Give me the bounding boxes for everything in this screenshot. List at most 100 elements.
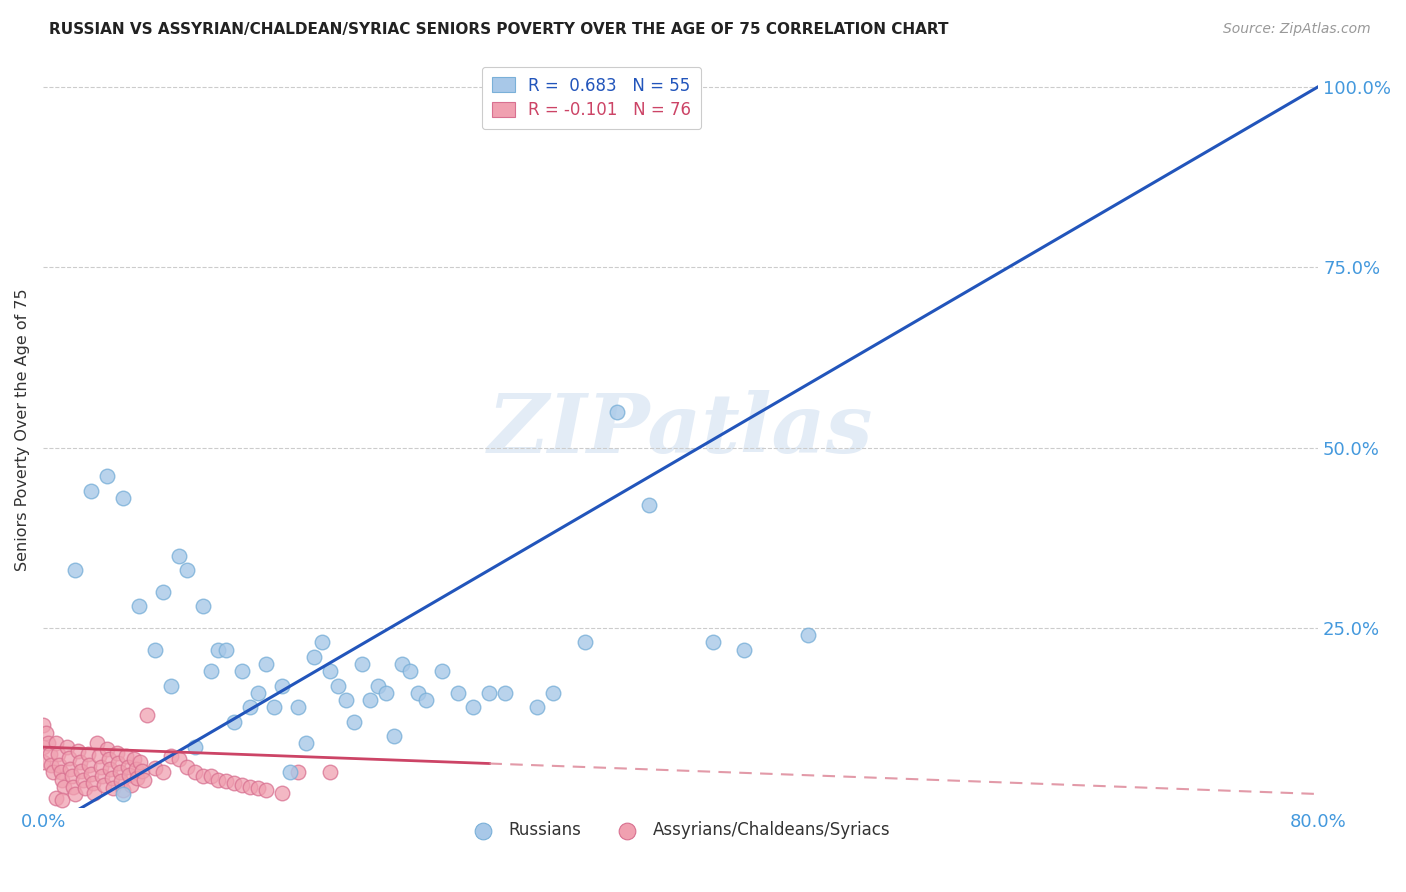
Point [446,686,468,700]
Point [32,740,55,755]
Point [80,483,103,498]
Point [159,679,181,693]
Point [120,778,142,792]
Point [287,700,309,714]
Point [111,787,134,801]
Point [541,686,564,700]
Point [319,765,342,780]
Point [302,649,325,664]
Point [70,764,93,778]
Point [97,752,120,766]
Point [115,749,138,764]
Point [128,599,150,614]
Point [224,714,246,729]
Point [391,657,413,672]
Point [159,749,181,764]
Point [108,765,131,780]
Point [63,787,86,801]
Point [124,762,146,776]
Point [111,783,134,797]
Point [117,759,139,773]
Point [45,790,67,805]
Point [143,642,166,657]
Point [271,679,294,693]
Point [39,758,62,772]
Point [59,762,82,776]
Point [311,635,333,649]
Point [98,762,121,776]
Point [637,499,659,513]
Point [415,693,437,707]
Point [335,693,357,707]
Point [118,768,141,782]
Point [239,780,262,794]
Point [45,737,67,751]
Point [103,781,125,796]
Point [35,725,58,739]
Point [398,665,420,679]
Point [96,742,118,756]
Point [111,491,134,505]
Point [127,771,149,785]
Point [76,747,98,762]
Point [526,700,548,714]
Point [58,751,80,765]
Point [406,686,429,700]
Point [80,766,103,780]
Point [63,563,86,577]
Point [215,774,238,789]
Point [83,786,105,800]
Point [122,752,145,766]
Y-axis label: Seniors Poverty Over the Age of 75: Seniors Poverty Over the Age of 75 [15,288,30,571]
Point [271,786,294,800]
Point [51,772,73,787]
Point [797,628,820,642]
Point [110,774,132,789]
Point [382,729,405,743]
Point [67,744,90,758]
Point [52,780,75,794]
Point [239,700,262,714]
Point [93,778,115,792]
Point [107,756,129,770]
Point [319,665,342,679]
Point [367,679,389,693]
Point [49,765,72,780]
Point [287,765,309,780]
Point [91,769,114,783]
Point [152,765,174,780]
Point [224,776,246,790]
Point [200,665,222,679]
Point [494,686,516,700]
Text: RUSSIAN VS ASSYRIAN/CHALDEAN/SYRIAC SENIORS POVERTY OVER THE AGE OF 75 CORRELATI: RUSSIAN VS ASSYRIAN/CHALDEAN/SYRIAC SENI… [49,22,949,37]
Point [132,772,155,787]
Point [176,563,198,577]
Point [135,707,157,722]
Point [143,761,166,775]
Point [37,737,59,751]
Point [73,781,96,796]
Point [86,737,108,751]
Point [191,769,214,783]
Point [167,549,190,563]
Point [430,665,453,679]
Point [82,776,104,790]
Point [152,585,174,599]
Point [231,778,253,792]
Point [96,469,118,483]
Point [574,635,596,649]
Point [100,771,122,785]
Point [62,780,84,794]
Point [278,765,301,780]
Point [87,749,110,764]
Point [129,756,152,770]
Point [51,793,73,807]
Point [231,665,253,679]
Point [69,755,91,769]
Point [131,764,153,778]
Point [359,693,381,707]
Point [183,740,205,755]
Point [343,714,366,729]
Point [247,781,270,796]
Point [207,772,229,787]
